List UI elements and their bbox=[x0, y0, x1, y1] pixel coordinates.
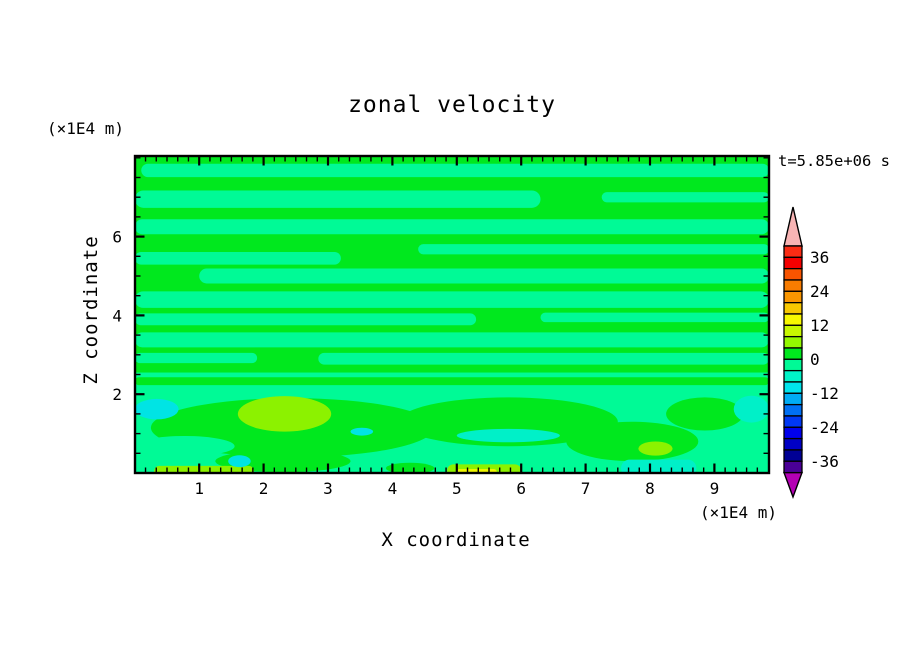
plot-title: zonal velocity bbox=[348, 92, 556, 118]
field-region bbox=[135, 219, 769, 235]
field-region bbox=[385, 462, 435, 473]
colorbar-tick-label: 36 bbox=[810, 248, 829, 267]
y-axis-unit-label: (×1E4 m) bbox=[47, 119, 124, 138]
y-axis-title: Z coordinate bbox=[80, 235, 102, 384]
y-tick-label: 6 bbox=[112, 228, 122, 247]
y-tick-label: 2 bbox=[112, 385, 122, 404]
colorbar-segment bbox=[783, 256, 803, 270]
field-region bbox=[733, 395, 769, 423]
colorbar-tick-label: -36 bbox=[810, 452, 839, 471]
colorbar-segment bbox=[783, 449, 803, 462]
colorbar-tick-label: 12 bbox=[810, 316, 829, 335]
x-axis-title: X coordinate bbox=[381, 529, 530, 551]
x-tick-label: 5 bbox=[452, 479, 462, 498]
colorbar-segment bbox=[783, 268, 803, 281]
colorbar-segment bbox=[783, 347, 803, 360]
field-region bbox=[135, 332, 769, 348]
colorbar-segment bbox=[783, 460, 803, 474]
field-region bbox=[141, 163, 769, 178]
field-region bbox=[135, 398, 179, 420]
contour-field bbox=[135, 156, 769, 473]
colorbar-segment bbox=[783, 392, 803, 406]
plot-frame bbox=[133, 154, 771, 475]
colorbar-segment bbox=[783, 358, 803, 372]
x-axis-unit-label: (×1E4 m) bbox=[700, 503, 777, 522]
x-tick-label: 4 bbox=[388, 479, 398, 498]
field-region bbox=[154, 465, 254, 473]
colorbar-tick-label: 24 bbox=[810, 282, 829, 301]
colorbar-segment bbox=[783, 301, 803, 315]
colorbar-tick-label: -24 bbox=[810, 418, 839, 437]
field-region bbox=[199, 268, 769, 284]
colorbar-tick-label: -12 bbox=[810, 384, 839, 403]
field-region bbox=[135, 352, 258, 364]
colorbar-segment bbox=[783, 279, 803, 292]
field-region bbox=[566, 421, 699, 462]
x-tick-label: 9 bbox=[710, 479, 720, 498]
x-tick-label: 8 bbox=[645, 479, 655, 498]
colorbar-segment bbox=[783, 369, 803, 383]
field-region bbox=[135, 377, 769, 386]
field-region bbox=[318, 352, 769, 365]
field-region bbox=[456, 428, 560, 443]
field-region bbox=[135, 190, 541, 208]
colorbar-segment bbox=[783, 290, 803, 304]
colorbar-tick-label: 0 bbox=[810, 350, 820, 369]
field-region bbox=[621, 459, 697, 473]
field-region bbox=[237, 396, 332, 432]
field-region bbox=[135, 435, 235, 457]
field-region bbox=[135, 313, 477, 326]
field-region bbox=[135, 251, 341, 265]
time-label: t=5.85e+06 s bbox=[778, 152, 890, 170]
colorbar-segment bbox=[783, 437, 803, 451]
colorbar-segment bbox=[783, 426, 803, 440]
x-tick-label: 2 bbox=[259, 479, 269, 498]
colorbar-over-arrow bbox=[783, 206, 803, 247]
field-region bbox=[666, 397, 744, 431]
field-region bbox=[418, 244, 769, 255]
colorbar: 36 24 12 0 -12 -24 -36 bbox=[782, 206, 839, 500]
x-tick-label: 3 bbox=[323, 479, 333, 498]
y-tick-label: 4 bbox=[112, 306, 122, 325]
colorbar-segment bbox=[783, 245, 803, 258]
colorbar-segment bbox=[783, 415, 803, 428]
field-region bbox=[601, 192, 769, 203]
colorbar-segment bbox=[783, 335, 803, 349]
x-tick-label: 1 bbox=[194, 479, 204, 498]
field-region bbox=[228, 455, 251, 468]
colorbar-under-arrow bbox=[782, 471, 804, 500]
colorbar-segment bbox=[783, 381, 803, 394]
x-tick-label: 6 bbox=[516, 479, 526, 498]
field-region bbox=[135, 291, 769, 308]
field-region bbox=[350, 427, 374, 436]
field-region bbox=[540, 312, 769, 323]
field-region bbox=[638, 441, 673, 456]
x-tick-label: 7 bbox=[581, 479, 591, 498]
colorbar-segment bbox=[783, 324, 803, 338]
field-region bbox=[398, 397, 618, 447]
colorbar-segment bbox=[783, 403, 803, 417]
colorbar-segment bbox=[783, 313, 803, 326]
